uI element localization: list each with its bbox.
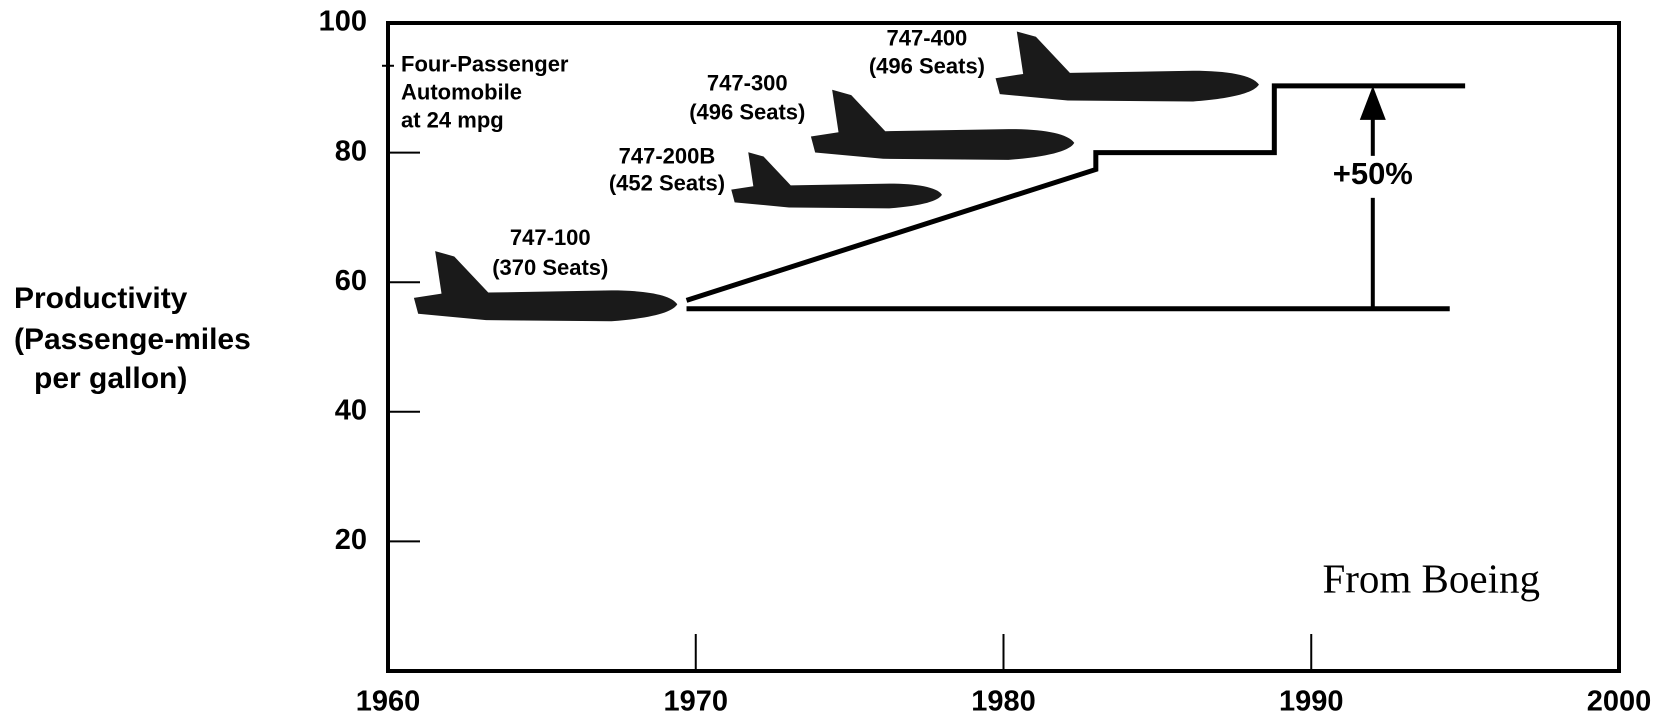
aircraft-label: 747-300 (707, 71, 788, 96)
x-tick-label: 1990 (1279, 686, 1344, 715)
aircraft (996, 31, 1259, 101)
aircraft-label: 747-200B (619, 144, 716, 169)
automobile-label: Four-Passenger (401, 52, 569, 77)
y-axis-label: (Passenge-miles (14, 323, 251, 356)
y-tick-label: 60 (335, 265, 367, 297)
aircraft-seats: (370 Seats) (492, 255, 608, 280)
x-tick-label: 1980 (971, 686, 1036, 715)
aircraft-label: 747-100 (510, 225, 591, 250)
aircraft (811, 90, 1074, 160)
y-axis-label: per gallon) (34, 362, 187, 395)
aircraft-seats: (496 Seats) (869, 53, 985, 78)
x-tick-label: 2000 (1587, 686, 1652, 715)
y-tick-label: 20 (335, 524, 367, 556)
arrow-head (1360, 86, 1386, 120)
page: Productivity (Passenge-miles per gallon)… (0, 0, 1665, 715)
x-tick-label: 1970 (663, 686, 728, 715)
y-tick-label: 80 (335, 135, 367, 167)
aircraft-seats: (496 Seats) (689, 100, 805, 125)
chart: Productivity (Passenge-miles per gallon)… (0, 0, 1665, 715)
y-tick-label: 100 (319, 6, 367, 38)
automobile-label: at 24 mpg (401, 108, 504, 133)
aircraft-label: 747-400 (887, 25, 968, 50)
aircraft (731, 152, 942, 208)
aircraft-seats: (452 Seats) (609, 171, 725, 196)
source-note: From Boeing (1322, 555, 1540, 601)
y-axis-label: Productivity (14, 282, 188, 315)
automobile-label: Automobile (401, 80, 522, 105)
y-tick-label: 40 (335, 394, 367, 426)
change-label: +50% (1333, 156, 1413, 191)
x-tick-label: 1960 (356, 686, 421, 715)
